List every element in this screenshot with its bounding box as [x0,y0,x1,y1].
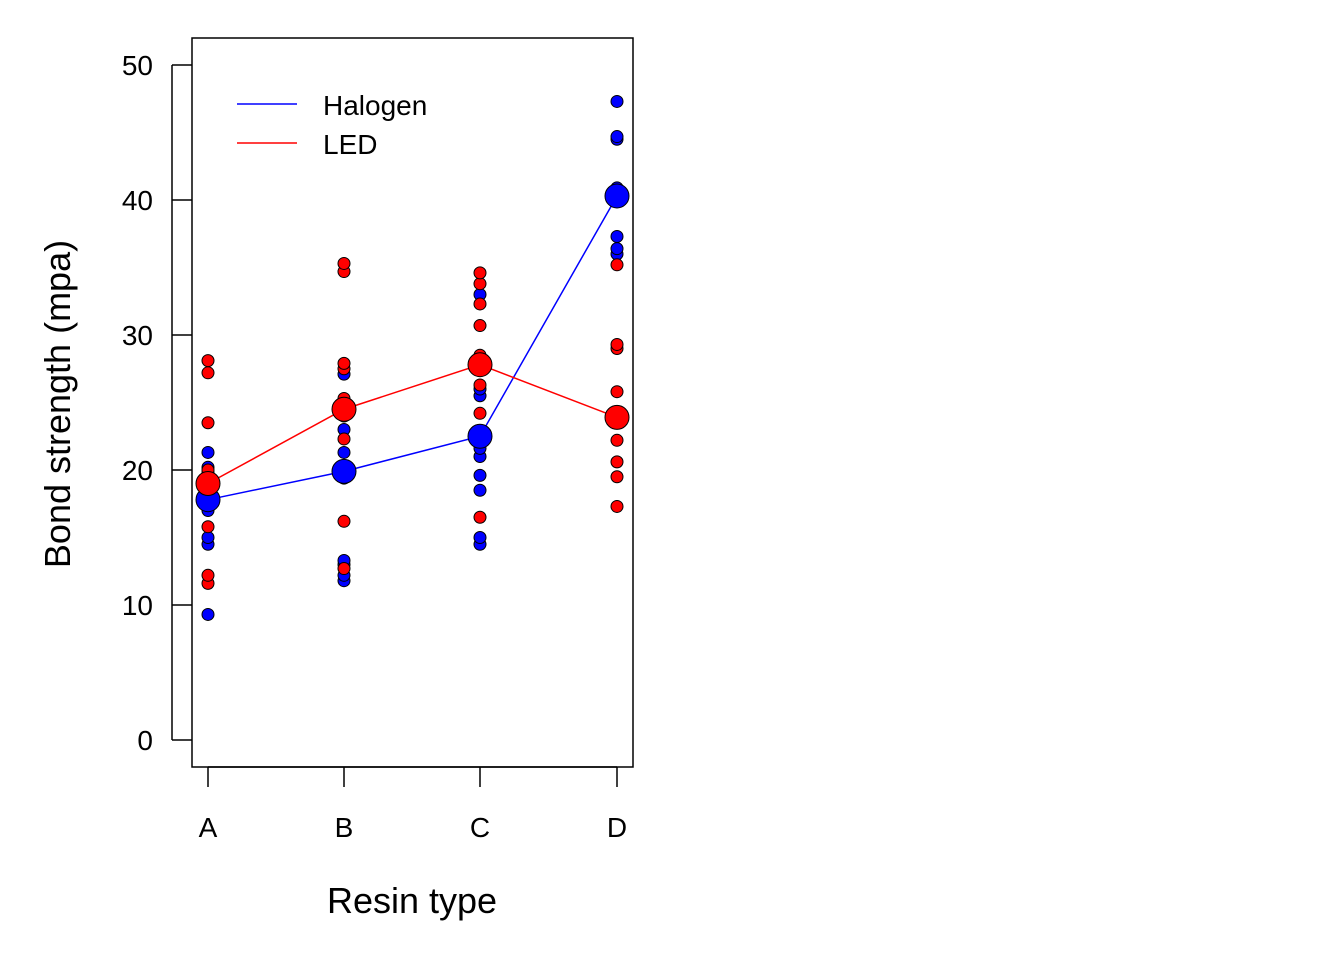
data-point-led [337,514,351,528]
y-tick-label: 30 [122,320,153,351]
data-point-led [337,356,351,370]
data-point-led [610,337,624,351]
data-point-led [201,416,215,430]
data-point-led [473,378,487,392]
data-point-led [337,256,351,270]
data-point-led [610,470,624,484]
mean-point-halogen [467,423,493,449]
data-point-led [201,568,215,582]
x-tick-label: D [607,812,627,843]
data-point-led [610,499,624,513]
x-tick-label: C [470,812,490,843]
series-line-halogen [207,195,618,501]
legend-label-halogen: Halogen [323,90,427,121]
data-point-led [201,354,215,368]
data-point-led [610,258,624,272]
y-axis: 0 10 20 30 40 50 [122,50,192,756]
x-axis: A B C D [199,766,627,843]
data-point-halogen [473,468,487,482]
y-tick-label: 50 [122,50,153,81]
series-line-led [207,363,618,485]
mean-point-led [604,404,630,430]
data-point-halogen [610,242,624,256]
data-point-halogen [610,229,624,243]
legend-label-led: LED [323,129,377,160]
mean-point-halogen [604,183,630,209]
y-axis-title: Bond strength (mpa) [37,240,78,568]
data-points [201,94,624,621]
data-point-led [473,406,487,420]
data-point-led [337,432,351,446]
y-tick-label: 20 [122,455,153,486]
x-axis-title: Resin type [327,880,497,921]
data-point-led [473,297,487,311]
data-point-led [337,562,351,576]
x-tick-label: B [335,812,354,843]
data-point-halogen [473,483,487,497]
legend: Halogen LED [237,90,427,160]
data-point-halogen [201,445,215,459]
group-means [195,183,630,513]
data-point-led [201,520,215,534]
y-tick-label: 40 [122,185,153,216]
data-point-halogen [473,531,487,544]
data-point-led [473,266,487,280]
data-point-led [610,433,624,447]
mean-point-led [331,396,357,422]
data-point-halogen [201,531,215,544]
y-tick-label: 0 [137,725,153,756]
mean-point-led [467,352,493,378]
data-point-led [473,319,487,333]
mean-point-halogen [331,458,357,484]
data-point-led [610,385,624,399]
y-tick-label: 10 [122,590,153,621]
data-point-halogen [337,445,351,459]
x-tick-label: A [199,812,218,843]
data-point-halogen [610,94,624,108]
data-point-led [473,277,487,291]
plot-frame [191,37,634,768]
data-point-led [610,455,624,469]
data-point-halogen [610,130,624,144]
data-point-led [201,366,215,380]
data-point-halogen [201,607,215,621]
data-point-led [473,510,487,524]
series-lines [207,195,618,501]
mean-point-led [195,471,221,496]
